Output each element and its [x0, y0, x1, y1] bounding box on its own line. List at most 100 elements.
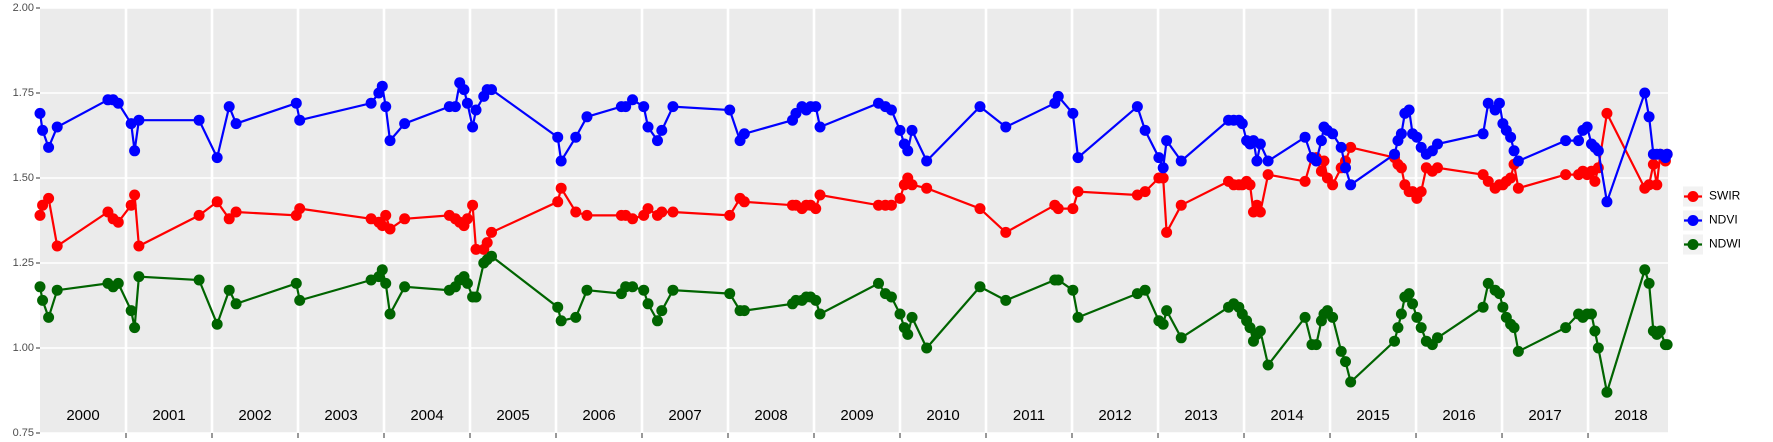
y-tick-label: 2.00: [13, 2, 34, 14]
data-point: [193, 274, 205, 286]
x-tick-label: 2017: [1528, 407, 1561, 424]
data-point: [112, 277, 124, 289]
data-point: [1589, 325, 1601, 337]
data-point: [125, 305, 137, 317]
data-point: [1395, 162, 1407, 174]
data-point: [885, 104, 897, 116]
data-point: [1244, 179, 1256, 191]
x-tick-label: 2000: [66, 407, 99, 424]
data-point: [399, 118, 411, 130]
data-point: [1432, 138, 1444, 150]
data-point: [230, 118, 242, 130]
data-point: [294, 203, 306, 215]
data-point: [1072, 152, 1084, 164]
data-point: [1327, 179, 1339, 191]
legend-marker: [1687, 215, 1699, 226]
x-tick-label: 2008: [754, 407, 787, 424]
data-point: [1262, 359, 1274, 371]
x-tick-label: 2007: [668, 407, 701, 424]
x-tick-label: 2005: [496, 407, 529, 424]
data-point: [1639, 264, 1651, 276]
legend-marker: [1687, 239, 1699, 250]
data-point: [1052, 203, 1064, 215]
data-point: [34, 281, 46, 293]
data-point: [810, 203, 822, 215]
data-point: [642, 121, 654, 133]
data-point: [1585, 308, 1597, 320]
x-tick-label: 2018: [1614, 407, 1647, 424]
data-point: [1643, 277, 1655, 289]
data-point: [906, 311, 918, 323]
data-point: [1601, 196, 1613, 208]
data-point: [384, 308, 396, 320]
data-point: [1299, 131, 1311, 143]
data-point: [133, 271, 145, 283]
data-point: [211, 318, 223, 330]
data-point: [1067, 107, 1079, 119]
data-point: [1477, 301, 1489, 313]
data-point: [1592, 145, 1604, 157]
data-point: [724, 209, 736, 221]
legend-marker: [1687, 191, 1699, 202]
data-point: [1251, 155, 1263, 167]
data-point: [380, 101, 392, 113]
data-point: [1327, 311, 1339, 323]
data-point: [1161, 226, 1173, 238]
data-point: [1482, 277, 1494, 289]
data-point: [552, 131, 564, 143]
data-point: [1389, 148, 1401, 160]
data-point: [902, 328, 914, 340]
data-point: [1403, 288, 1415, 300]
data-point: [129, 322, 141, 334]
x-tick-label: 2003: [324, 407, 357, 424]
data-point: [380, 209, 392, 221]
data-point: [738, 305, 750, 317]
data-point: [1345, 141, 1357, 153]
data-point: [570, 311, 582, 323]
y-tick-label: 1.75: [13, 87, 34, 99]
data-point: [1482, 97, 1494, 109]
x-tick-label: 2016: [1442, 407, 1475, 424]
y-tick-label: 1.00: [13, 342, 34, 354]
data-point: [223, 101, 235, 113]
data-point: [380, 277, 392, 289]
series: [34, 250, 1673, 398]
x-tick-label: 2012: [1098, 407, 1131, 424]
data-point: [43, 311, 55, 323]
data-point: [461, 213, 473, 225]
data-point: [570, 131, 582, 143]
series: [34, 107, 1673, 255]
data-point: [376, 264, 388, 276]
data-point: [486, 84, 498, 96]
data-point: [467, 121, 479, 133]
legend-label: NDWI: [1709, 237, 1741, 251]
data-point: [873, 277, 885, 289]
data-point: [814, 308, 826, 320]
x-tick-label: 2002: [238, 407, 271, 424]
data-point: [555, 155, 567, 167]
data-point: [555, 182, 567, 194]
data-point: [1254, 325, 1266, 337]
data-point: [1161, 135, 1173, 147]
data-point: [738, 128, 750, 140]
data-point: [43, 192, 55, 204]
data-point: [1254, 138, 1266, 150]
data-point: [894, 192, 906, 204]
data-point: [581, 284, 593, 296]
data-point: [365, 97, 377, 109]
data-point: [1601, 107, 1613, 119]
data-point: [1067, 284, 1079, 296]
data-point: [384, 223, 396, 235]
data-point: [294, 294, 306, 306]
data-point: [1647, 158, 1659, 170]
data-point: [1157, 162, 1169, 174]
data-point: [651, 315, 663, 327]
data-point: [724, 104, 736, 116]
data-point: [1153, 152, 1165, 164]
data-point: [34, 107, 46, 119]
data-point: [656, 305, 668, 317]
data-point: [642, 203, 654, 215]
data-point: [1157, 172, 1169, 184]
data-point: [885, 199, 897, 211]
series: [34, 77, 1673, 208]
